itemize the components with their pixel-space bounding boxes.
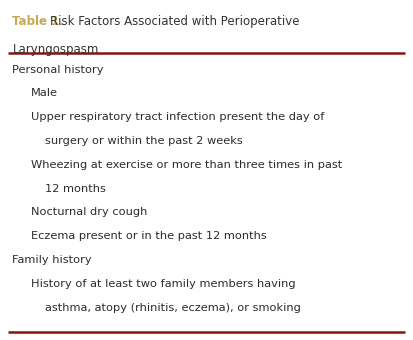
Text: asthma, atopy (rhinitis, eczema), or smoking: asthma, atopy (rhinitis, eczema), or smo… xyxy=(45,303,301,312)
Text: Laryngospasm: Laryngospasm xyxy=(12,42,99,55)
Text: Risk Factors Associated with Perioperative: Risk Factors Associated with Perioperati… xyxy=(50,15,300,28)
Text: Personal history: Personal history xyxy=(12,65,104,74)
Text: Table 1.: Table 1. xyxy=(12,15,64,28)
Text: 12 months: 12 months xyxy=(45,184,106,193)
Text: Wheezing at exercise or more than three times in past: Wheezing at exercise or more than three … xyxy=(31,160,342,170)
Text: Family history: Family history xyxy=(12,255,92,265)
Text: Eczema present or in the past 12 months: Eczema present or in the past 12 months xyxy=(31,231,267,241)
Text: Upper respiratory tract infection present the day of: Upper respiratory tract infection presen… xyxy=(31,112,324,122)
Text: History of at least two family members having: History of at least two family members h… xyxy=(31,279,296,289)
Text: surgery or within the past 2 weeks: surgery or within the past 2 weeks xyxy=(45,136,243,146)
Text: Nocturnal dry cough: Nocturnal dry cough xyxy=(31,207,147,217)
Text: Male: Male xyxy=(31,88,58,98)
